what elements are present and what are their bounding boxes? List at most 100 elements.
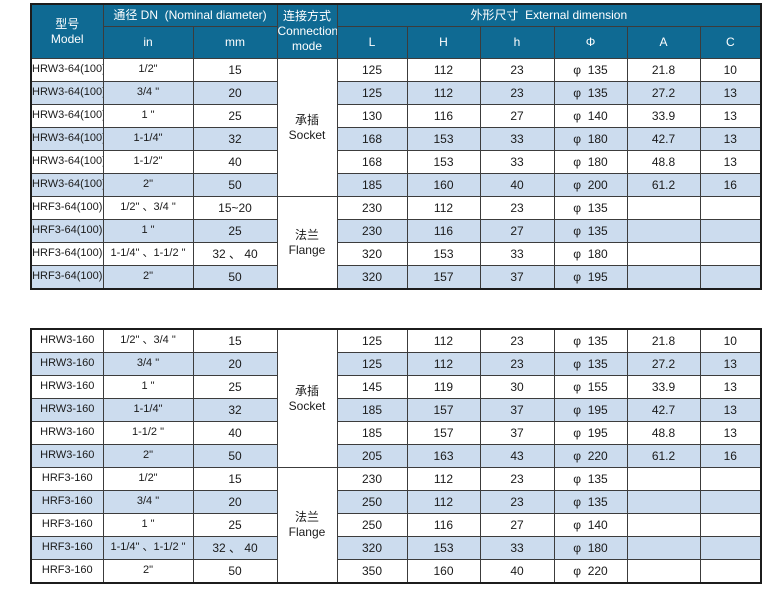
model-cell: HRF3-64(100): [30, 265, 104, 290]
a-cell: 42.7: [626, 398, 701, 422]
model-cell: HRF3-64(100): [30, 219, 104, 243]
phi-cell: φ 195: [553, 421, 628, 445]
in-cell: 3/4 ": [102, 490, 194, 514]
c-cell: 13: [699, 375, 762, 399]
mm-cell: 20: [192, 352, 278, 376]
header-col-l: L: [336, 26, 408, 59]
model-cell: HRF3-160: [30, 513, 104, 537]
h-upper-cell: 119: [406, 375, 481, 399]
h-lower-cell: 23: [479, 58, 555, 82]
header-col-c: C: [699, 26, 762, 59]
mm-cell: 50: [192, 265, 278, 290]
header-col-in: in: [102, 26, 194, 59]
dimension-table-64-100: 型号 Model 通径 DN (Nominal diameter) 连接方式 Conne…: [30, 3, 763, 290]
connection-mode-cell: 法兰 Flange: [276, 467, 338, 584]
h-upper-cell: 157: [406, 398, 481, 422]
c-cell: 13: [699, 398, 762, 422]
a-cell: [626, 513, 701, 537]
header-col-h: H: [406, 26, 481, 59]
h-upper-cell: 112: [406, 58, 481, 82]
model-cell: HRW3-160: [30, 328, 104, 353]
a-cell: [626, 467, 701, 491]
phi-cell: φ 155: [553, 375, 628, 399]
h-lower-cell: 30: [479, 375, 555, 399]
table-row: HRW3-64(100) 1 " 25 130 116 27 φ 140 33.9 13: [30, 104, 762, 128]
header-col-h: h: [479, 26, 555, 59]
in-cell: 1/2": [102, 467, 194, 491]
h-lower-cell: 40: [479, 559, 555, 584]
h-upper-cell: 163: [406, 444, 481, 468]
in-cell: 1-1/2": [102, 150, 194, 174]
in-cell: 1 ": [102, 219, 194, 243]
table-row: HRW3-160 3/4 " 20 125 112 23 φ 135 27.2 13: [30, 352, 762, 376]
h-upper-cell: 153: [406, 242, 481, 266]
in-cell: 1-1/4": [102, 127, 194, 151]
table-row: HRW3-160 1-1/2 " 40 185 157 37 φ 195 48.8 13: [30, 421, 762, 445]
l-cell: 250: [336, 490, 408, 514]
c-cell: 13: [699, 150, 762, 174]
h-lower-cell: 23: [479, 490, 555, 514]
in-cell: 1/2": [102, 58, 194, 82]
c-cell: 13: [699, 421, 762, 445]
model-cell: HRF3-160: [30, 536, 104, 560]
mm-cell: 15~20: [192, 196, 278, 220]
phi-cell: φ 135: [553, 219, 628, 243]
mm-cell: 32: [192, 127, 278, 151]
table-row: HRW3-160 2" 50 205 163 43 φ 220 61.2 16: [30, 444, 762, 468]
h-lower-cell: 27: [479, 104, 555, 128]
phi-cell: φ 180: [553, 150, 628, 174]
h-upper-cell: 112: [406, 81, 481, 105]
phi-cell: φ 135: [553, 490, 628, 514]
h-upper-cell: 153: [406, 150, 481, 174]
table-gap: [30, 290, 765, 328]
mm-cell: 20: [192, 81, 278, 105]
h-upper-cell: 157: [406, 265, 481, 290]
h-upper-cell: 116: [406, 219, 481, 243]
h-upper-cell: 160: [406, 173, 481, 197]
l-cell: 185: [336, 421, 408, 445]
table-row: HRF3-64(100) 2" 50 320 157 37 φ 195: [30, 265, 762, 290]
h-lower-cell: 37: [479, 421, 555, 445]
l-cell: 350: [336, 559, 408, 584]
a-cell: [626, 219, 701, 243]
table-row: HRW3-160 1 " 25 145 119 30 φ 155 33.9 13: [30, 375, 762, 399]
mm-cell: 15: [192, 328, 278, 353]
a-cell: 48.8: [626, 421, 701, 445]
c-cell: 13: [699, 81, 762, 105]
table-row: HRW3-64(100) 1/2" 15 承插 Socket 125 112 23 φ 135 2…: [30, 58, 762, 197]
h-upper-cell: 112: [406, 352, 481, 376]
h-upper-cell: 153: [406, 536, 481, 560]
a-cell: [626, 559, 701, 584]
in-cell: 2": [102, 559, 194, 584]
mm-cell: 15: [192, 58, 278, 82]
in-cell: 3/4 ": [102, 81, 194, 105]
c-cell: 13: [699, 352, 762, 376]
phi-cell: φ 180: [553, 536, 628, 560]
mm-cell: 50: [192, 559, 278, 584]
h-upper-cell: 116: [406, 104, 481, 128]
mm-cell: 15: [192, 467, 278, 491]
h-lower-cell: 23: [479, 196, 555, 220]
table-row: HRF3-160 3/4 " 20 250 112 23 φ 135: [30, 490, 762, 514]
c-cell: [699, 559, 762, 584]
table-row: HRW3-64(100) 1-1/4" 32 168 153 33 φ 180 42.7 13: [30, 127, 762, 151]
mm-cell: 40: [192, 421, 278, 445]
c-cell: 16: [699, 173, 762, 197]
model-cell: HRW3-64(100): [30, 150, 104, 174]
h-upper-cell: 153: [406, 127, 481, 151]
phi-cell: φ 180: [553, 242, 628, 266]
in-cell: 1 ": [102, 513, 194, 537]
model-cell: HRW3-64(100): [30, 81, 104, 105]
a-cell: 61.2: [626, 173, 701, 197]
model-cell: HRW3-64(100): [30, 104, 104, 128]
in-cell: 2": [102, 173, 194, 197]
phi-cell: φ 140: [553, 104, 628, 128]
mm-cell: 32 、 40: [192, 242, 278, 266]
a-cell: [626, 536, 701, 560]
header-col-mm: mm: [192, 26, 278, 59]
in-cell: 1-1/4" 、1-1/2 ": [102, 242, 194, 266]
a-cell: 21.8: [626, 328, 701, 353]
model-cell: HRF3-160: [30, 490, 104, 514]
header-col-a: A: [626, 26, 701, 59]
phi-cell: φ 135: [553, 81, 628, 105]
